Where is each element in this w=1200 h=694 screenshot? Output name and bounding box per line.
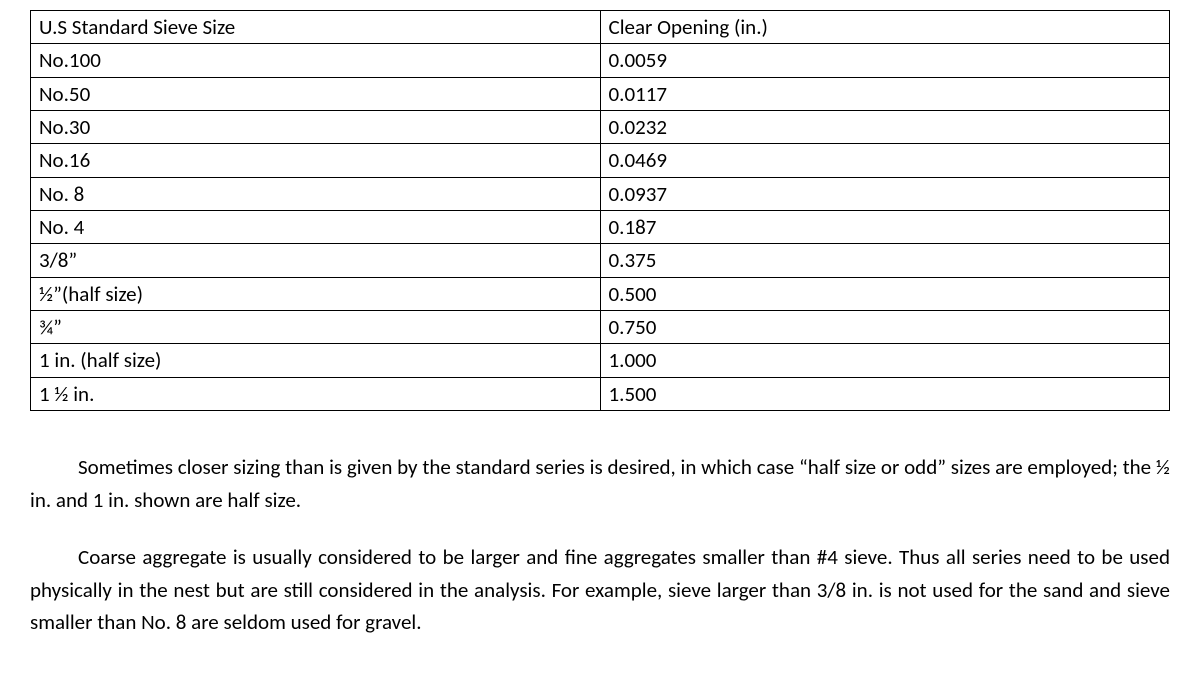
table-row: No. 8 0.0937 <box>31 177 1170 210</box>
cell-opening: 0.187 <box>600 211 1170 244</box>
cell-sieve: No.50 <box>31 77 601 110</box>
cell-sieve: 1 in. (half size) <box>31 344 601 377</box>
table-row: ½”(half size) 0.500 <box>31 277 1170 310</box>
header-clear-opening: Clear Opening (in.) <box>600 11 1170 44</box>
table-row: No. 4 0.187 <box>31 211 1170 244</box>
paragraph-2: Coarse aggregate is usually considered t… <box>30 541 1170 639</box>
table-header-row: U.S Standard Sieve Size Clear Opening (i… <box>31 11 1170 44</box>
cell-opening: 0.0469 <box>600 144 1170 177</box>
cell-opening: 0.375 <box>600 244 1170 277</box>
table-row: 1 ½ in. 1.500 <box>31 377 1170 410</box>
table-row: No.50 0.0117 <box>31 77 1170 110</box>
table-row: No.100 0.0059 <box>31 44 1170 77</box>
cell-sieve: No.16 <box>31 144 601 177</box>
cell-sieve: No.30 <box>31 111 601 144</box>
cell-sieve: ¾” <box>31 311 601 344</box>
table-row: 3/8” 0.375 <box>31 244 1170 277</box>
cell-sieve: 3/8” <box>31 244 601 277</box>
cell-opening: 0.0117 <box>600 77 1170 110</box>
cell-sieve: No. 4 <box>31 211 601 244</box>
cell-sieve: ½”(half size) <box>31 277 601 310</box>
cell-opening: 1.000 <box>600 344 1170 377</box>
cell-opening: 0.0232 <box>600 111 1170 144</box>
cell-opening: 0.500 <box>600 277 1170 310</box>
cell-opening: 0.0937 <box>600 177 1170 210</box>
cell-opening: 0.750 <box>600 311 1170 344</box>
cell-opening: 0.0059 <box>600 44 1170 77</box>
cell-opening: 1.500 <box>600 377 1170 410</box>
sieve-table: U.S Standard Sieve Size Clear Opening (i… <box>30 10 1170 411</box>
header-sieve-size: U.S Standard Sieve Size <box>31 11 601 44</box>
table-row: No.30 0.0232 <box>31 111 1170 144</box>
cell-sieve: No.100 <box>31 44 601 77</box>
table-row: ¾” 0.750 <box>31 311 1170 344</box>
cell-sieve: 1 ½ in. <box>31 377 601 410</box>
table-row: 1 in. (half size) 1.000 <box>31 344 1170 377</box>
paragraph-1: Sometimes closer sizing than is given by… <box>30 451 1170 516</box>
table-row: No.16 0.0469 <box>31 144 1170 177</box>
cell-sieve: No. 8 <box>31 177 601 210</box>
